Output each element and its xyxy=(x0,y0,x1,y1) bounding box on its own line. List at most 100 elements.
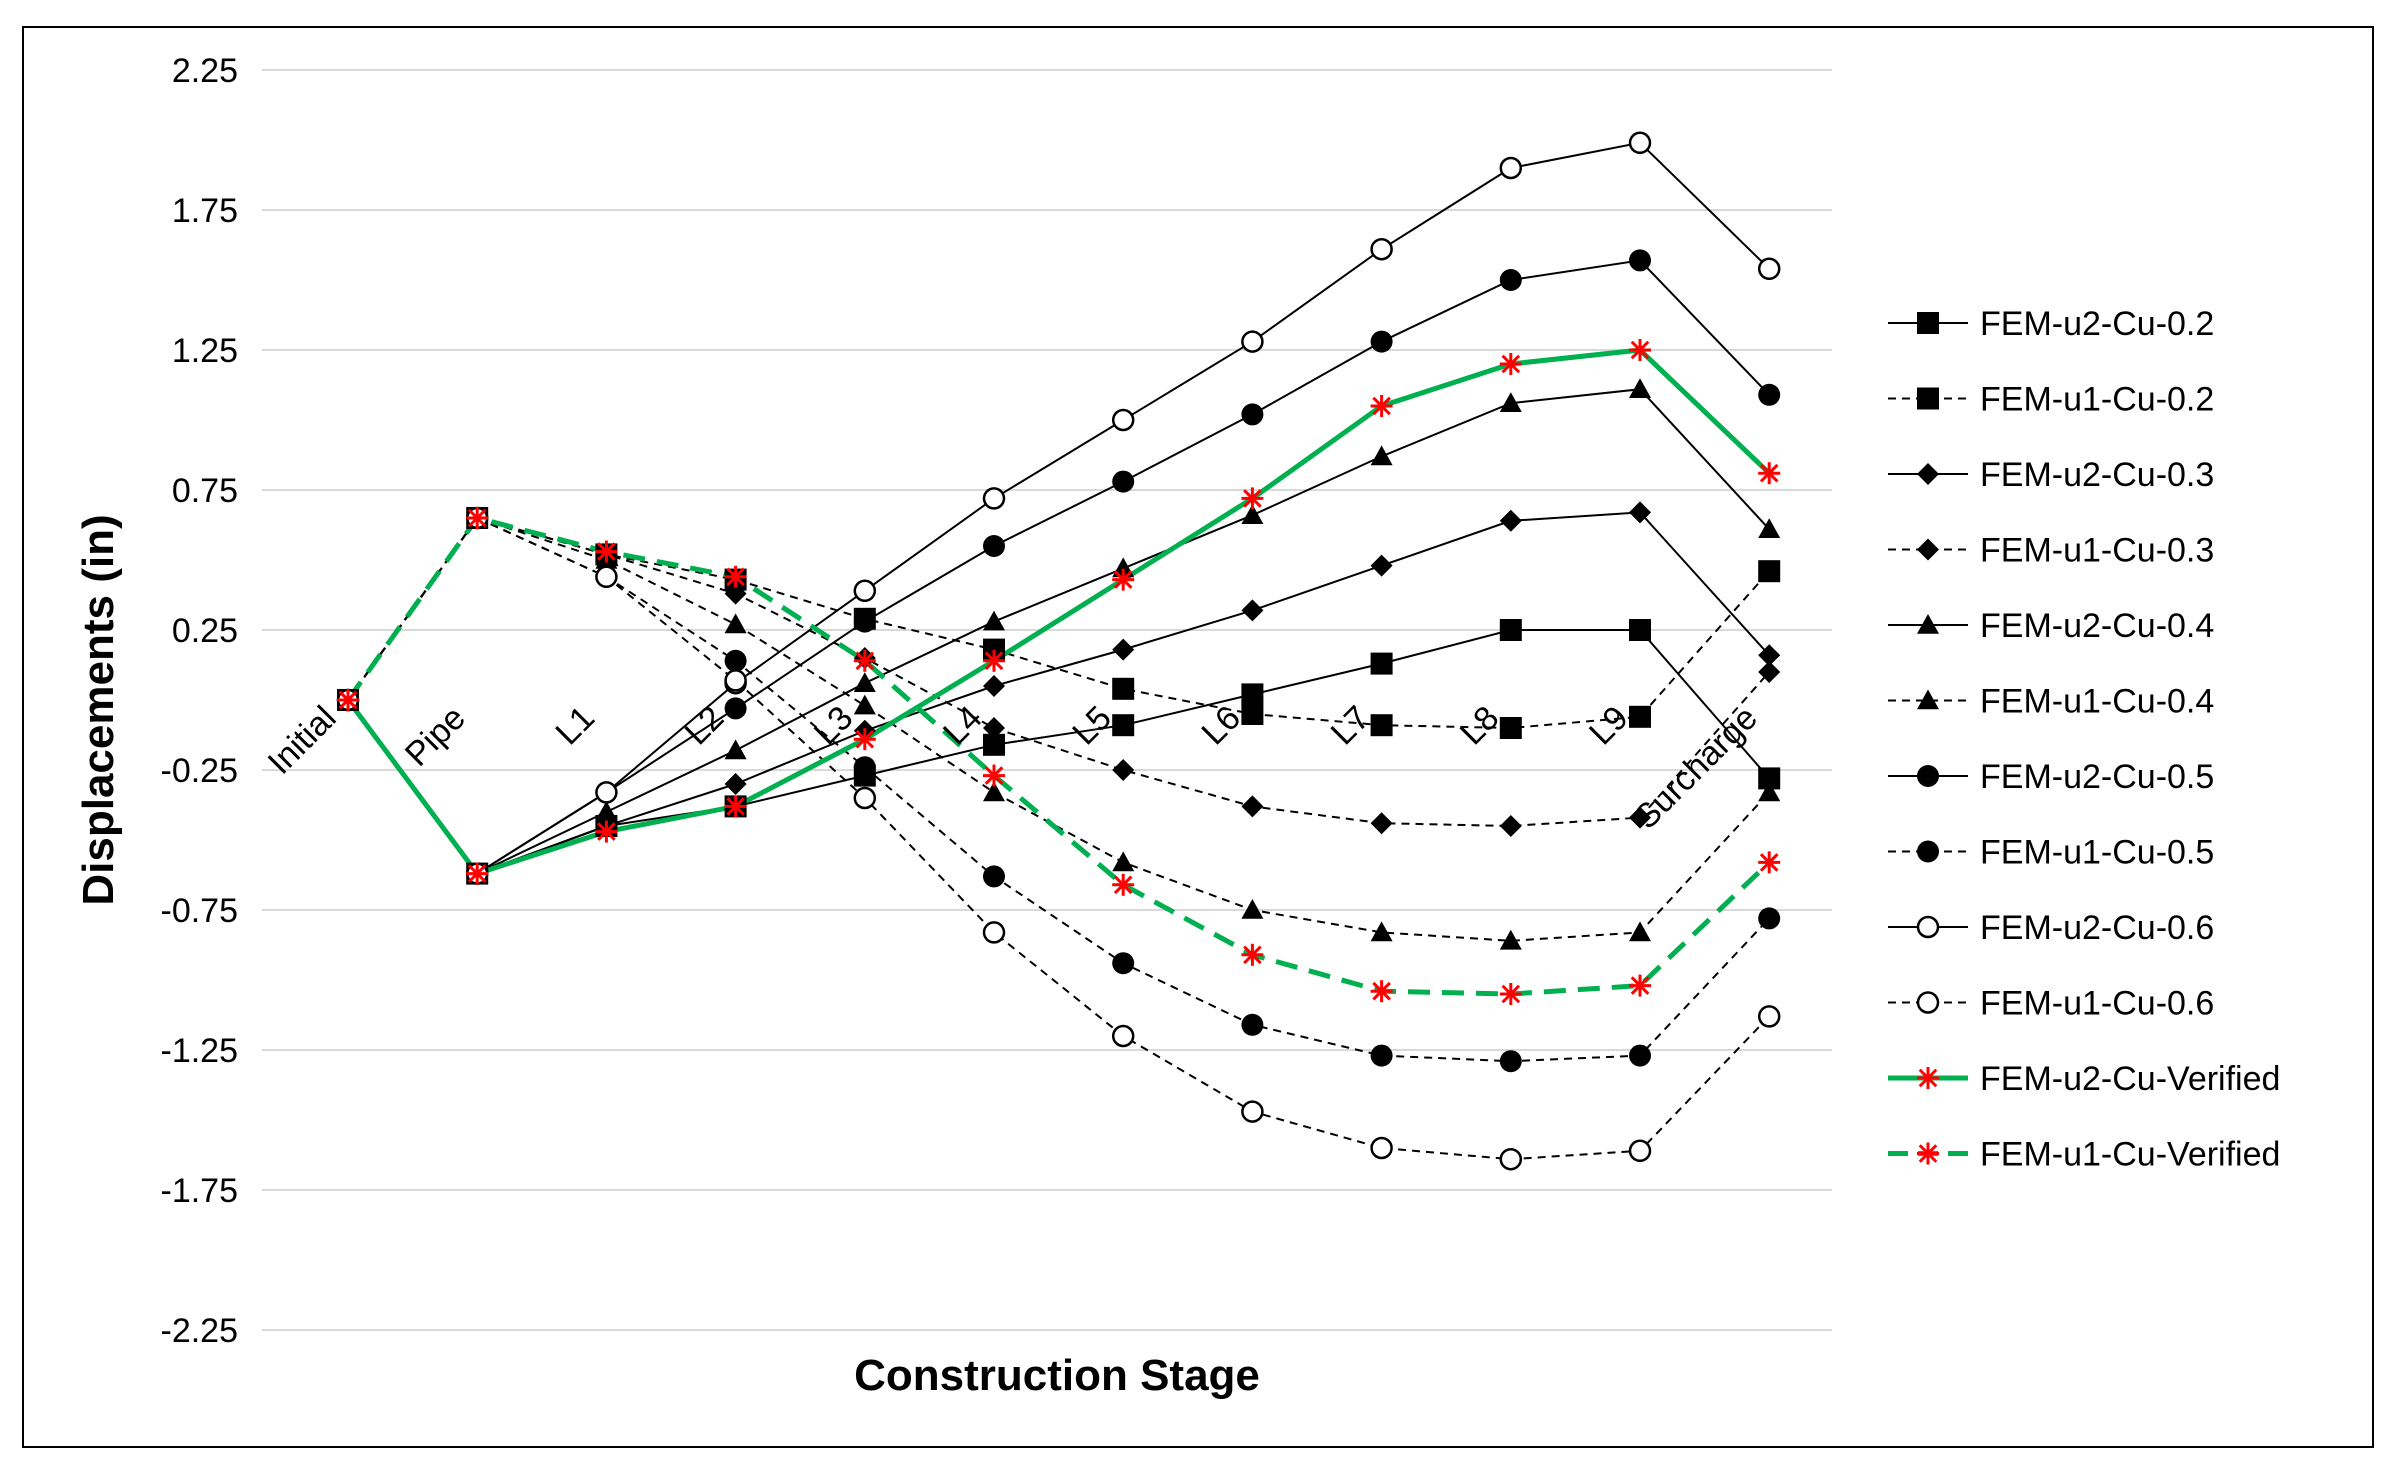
data-point xyxy=(982,921,1006,944)
data-point xyxy=(853,579,877,603)
data-point xyxy=(983,733,1005,756)
data-point xyxy=(1917,463,1939,485)
data-point xyxy=(1758,907,1781,930)
data-point xyxy=(1370,395,1393,417)
data-point xyxy=(853,786,877,810)
data-point xyxy=(1111,408,1135,432)
data-point xyxy=(1499,717,1522,739)
x-category-label: L2 xyxy=(678,699,732,753)
data-point xyxy=(466,862,489,885)
data-point xyxy=(1499,983,1522,1005)
data-point xyxy=(1758,781,1781,802)
legend-label: FEM-u1-Cu-0.6 xyxy=(1980,985,2214,1023)
legend-item: FEM-u1-Cu-0.2 xyxy=(1888,381,2214,419)
legend-item: FEM-u1-Cu-Verified xyxy=(1888,1136,2280,1174)
data-point xyxy=(1112,714,1135,737)
legend-item: FEM-u2-Cu-0.6 xyxy=(1888,909,2214,947)
legend-label: FEM-u2-Cu-0.6 xyxy=(1980,909,2214,947)
data-point xyxy=(1758,462,1781,485)
data-point xyxy=(1499,269,1522,291)
legend-item: FEM-u2-Cu-0.5 xyxy=(1888,758,2214,796)
data-point xyxy=(595,820,618,843)
data-point xyxy=(1241,330,1264,353)
data-point xyxy=(983,865,1005,888)
data-point xyxy=(724,649,747,672)
data-point xyxy=(853,610,876,633)
data-point xyxy=(724,613,747,634)
legend-label: FEM-u2-Cu-0.3 xyxy=(1980,456,2214,494)
data-point xyxy=(595,781,618,804)
data-point xyxy=(1112,873,1135,896)
data-point xyxy=(1370,812,1393,835)
series-line-fem-u1-cu-0.5 xyxy=(347,516,1770,1063)
chart-frame xyxy=(22,26,2374,1448)
series-line-fem-u1-cu-0.2 xyxy=(347,516,1770,730)
data-point xyxy=(1917,840,1939,863)
data-point xyxy=(1629,806,1651,829)
series-line-fem-u1-cu-0.6 xyxy=(347,516,1770,1161)
y-tick-label: -1.25 xyxy=(161,1032,239,1070)
y-tick-label: -2.25 xyxy=(161,1312,239,1350)
data-point xyxy=(1628,1139,1652,1163)
data-point xyxy=(724,669,747,692)
data-point xyxy=(1629,619,1651,641)
data-point xyxy=(1917,614,1939,634)
data-point xyxy=(1112,759,1135,781)
x-axis-title: Construction Stage xyxy=(854,1351,1260,1400)
data-point xyxy=(983,781,1005,802)
data-point xyxy=(1917,765,1939,787)
x-category-label: L7 xyxy=(1324,699,1378,753)
legend-label: FEM-u2-Cu-0.5 xyxy=(1980,758,2214,796)
data-point xyxy=(1499,392,1522,412)
legend-item: FEM-u2-Cu-0.4 xyxy=(1888,607,2214,645)
data-point xyxy=(983,717,1005,739)
data-point xyxy=(1629,921,1651,942)
data-point xyxy=(1629,974,1651,997)
data-point xyxy=(1241,487,1264,510)
data-point xyxy=(983,764,1005,787)
data-point xyxy=(1629,1044,1651,1067)
legend-label: FEM-u1-Cu-0.4 xyxy=(1980,683,2214,721)
data-point xyxy=(853,756,876,779)
data-point xyxy=(1917,1142,1939,1165)
data-point xyxy=(853,672,876,692)
legend-label: FEM-u1-Cu-0.2 xyxy=(1980,381,2214,419)
data-point xyxy=(595,540,618,563)
series-lines xyxy=(345,141,1771,1161)
data-point xyxy=(1112,677,1135,700)
data-point xyxy=(1758,383,1781,406)
data-point xyxy=(1758,661,1781,683)
data-point xyxy=(1916,991,1940,1014)
data-point xyxy=(853,649,876,672)
data-point xyxy=(1241,899,1264,919)
data-point xyxy=(1370,237,1393,261)
data-point xyxy=(1629,378,1651,398)
y-tick-label: 0.25 xyxy=(172,612,238,650)
data-point xyxy=(1629,705,1651,728)
data-point xyxy=(1370,980,1393,1003)
data-point xyxy=(1499,929,1522,950)
x-category-label: L8 xyxy=(1453,699,1507,753)
legend-item: FEM-u2-Cu-Verified xyxy=(1888,1060,2280,1098)
data-point xyxy=(724,739,747,760)
data-point xyxy=(1111,1024,1135,1048)
data-point xyxy=(1112,952,1135,975)
data-point xyxy=(1758,518,1781,538)
series-line-fem-u1-cu-verified xyxy=(345,515,1771,997)
y-tick-label: -0.25 xyxy=(161,752,239,790)
data-point xyxy=(1499,156,1523,180)
data-point xyxy=(1241,703,1264,725)
series-line-fem-u2-cu-0.4 xyxy=(347,388,1770,875)
series-line-fem-u2-cu-0.3 xyxy=(347,511,1770,875)
data-point xyxy=(1917,689,1939,710)
x-category-label: L1 xyxy=(548,699,602,753)
data-point xyxy=(1370,714,1393,737)
legend: FEM-u2-Cu-0.2 FEM-u1-Cu-0.2 FEM-u2-Cu-0.3 F… xyxy=(1888,305,2280,1174)
data-point xyxy=(1241,504,1264,524)
data-point xyxy=(1499,815,1522,837)
data-point xyxy=(1241,1013,1264,1036)
data-point xyxy=(724,565,747,588)
data-point xyxy=(1370,445,1393,466)
data-point xyxy=(983,675,1005,697)
